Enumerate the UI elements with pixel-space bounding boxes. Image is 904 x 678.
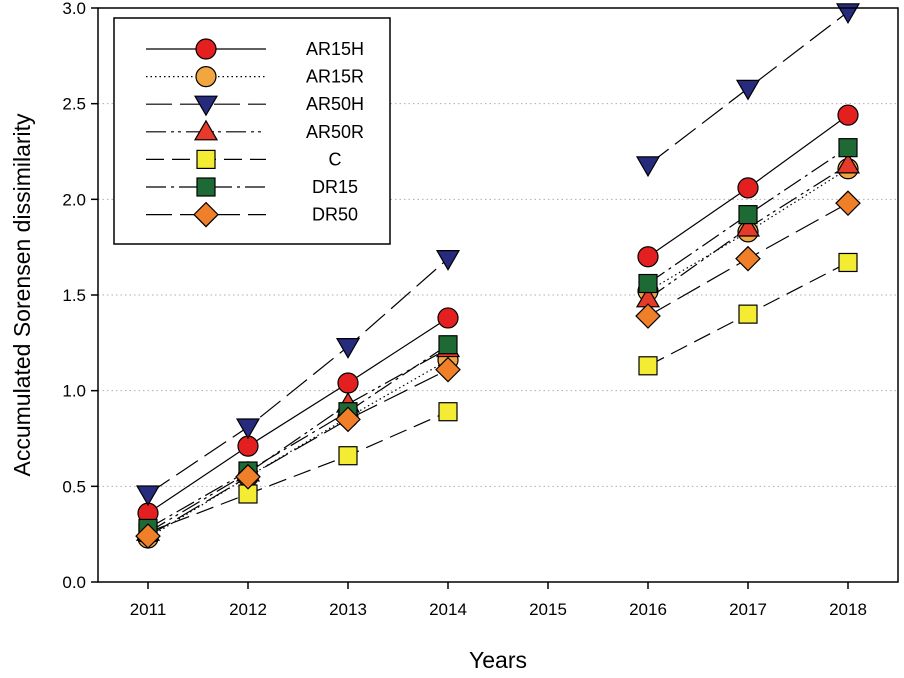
legend-marker-dr15 [196,177,216,197]
axes: 0.0 0.5 1.0 1.5 2.0 2.5 3.0 2011 2012 2013 2014 201… [62,0,867,619]
series-line-ar50r [147,348,449,533]
data-point-ar15h [337,372,359,394]
data-point-dr50 [835,190,861,217]
y-tick-label: 1.0 [62,382,86,401]
data-point-c [738,304,758,324]
data-point-dr50 [335,406,361,433]
data-point-dr50 [135,523,161,549]
grid-lines [98,103,898,487]
legend-label-ar15r: AR15R [306,67,364,87]
legend: AR15H AR15R AR50H AR50R C DR15 DR50 [113,17,391,245]
x-tick-label: 2012 [229,600,267,619]
data-point-dr15 [638,273,658,294]
x-tick-label: 2011 [130,600,167,619]
legend-box [113,17,391,245]
data-point-dr50 [235,463,261,490]
data-point-dr15 [838,138,858,158]
data-point-dr50 [635,303,661,329]
x-tick-label: 2013 [329,600,367,619]
legend-label-ar50h: AR50H [306,94,364,114]
data-point-ar50r [735,215,761,237]
x-tick-label: 2014 [429,600,467,619]
x-axis-title: Years [469,647,527,673]
x-tick-label: 2018 [829,600,867,619]
x-tick-label: 2016 [629,600,667,619]
series-line-dr15 [647,147,849,285]
legend-label-ar15h: AR15H [306,39,364,59]
legend-marker-ar15r [195,65,217,88]
data-point-ar50h [435,250,461,271]
y-tick-label: 0.5 [62,477,86,496]
data-point-c [638,356,658,376]
y-tick-label: 3.0 [62,0,86,18]
legend-label-ar50r: AR50R [306,122,364,142]
data-point-ar15h [737,177,759,199]
data-point-c [838,252,858,273]
legend-marker-c [196,149,216,169]
legend-marker-ar15h [195,38,217,60]
y-tick-label: 1.5 [62,286,86,305]
data-point-dr50 [435,356,461,383]
legend-label-c: C [329,149,342,169]
y-tick-label: 0.0 [62,573,86,592]
data-point-dr50 [735,245,761,272]
data-point-ar50h [835,3,861,25]
x-tick-label: 2017 [729,600,767,619]
x-tick-label: 2015 [529,600,567,619]
data-point-c [338,446,358,466]
series-line-ar50h [147,258,449,495]
series-line-dr15 [147,344,449,529]
legend-label-dr15: DR15 [312,177,358,197]
legend-marker-ar50h [193,95,219,117]
y-tick-label: 2.5 [62,95,86,114]
y-axis-title: Accumulated Sorensen dissimilarity [9,113,35,477]
data-point-ar50h [635,156,661,178]
legend-label-dr50: DR50 [312,205,358,225]
series-markers [135,3,861,549]
data-point-ar15h [837,104,859,126]
y-tick-label: 2.0 [62,190,86,209]
data-point-ar15h [437,307,459,329]
data-point-ar50h [735,79,761,101]
data-point-ar50h [135,485,161,507]
series-line-ar15r [147,359,449,539]
data-point-c [438,402,458,422]
legend-marker-dr50 [193,201,219,228]
data-point-dr15 [738,205,758,225]
series-line-dr50 [147,369,449,537]
legend-marker-ar50r [193,119,219,141]
data-point-dr15 [438,335,458,355]
data-point-ar50h [335,338,361,359]
data-point-ar50r [835,152,861,174]
data-point-ar50h [235,418,261,440]
data-point-ar15h [637,246,659,268]
series-line-ar15h [147,317,449,514]
series-line-c [147,411,449,533]
